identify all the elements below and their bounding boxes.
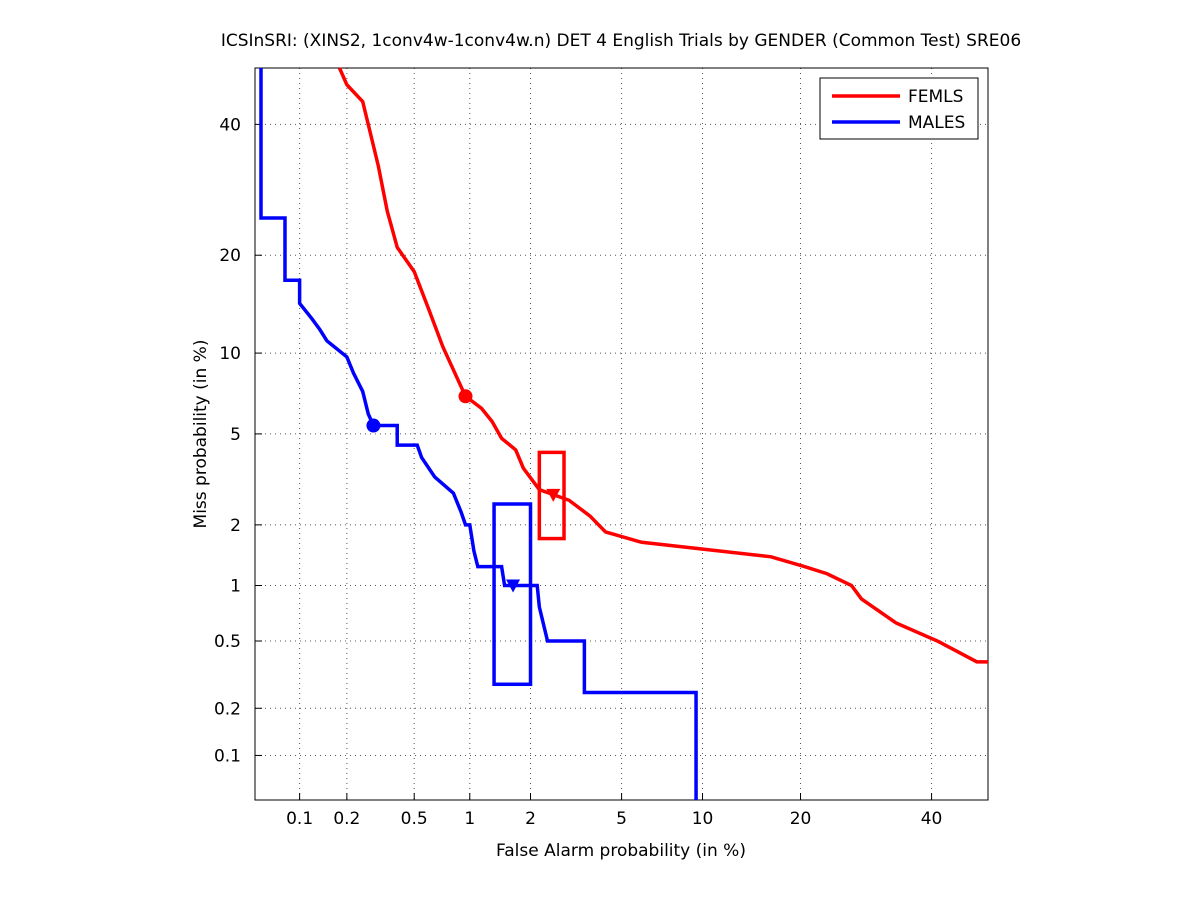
x-axis-label: False Alarm probability (in %) — [496, 841, 746, 861]
legend-label: FEMLS — [908, 87, 963, 107]
x-tick-label: 0.1 — [286, 809, 313, 829]
y-tick-label: 20 — [219, 246, 241, 266]
chart-title: ICSInSRI: (XINS2, 1conv4w-1conv4w.n) DET… — [221, 31, 1021, 51]
legend-box — [819, 77, 979, 140]
y-tick-label: 5 — [230, 425, 241, 445]
confidence-box — [537, 450, 566, 541]
legend-label: MALES — [908, 113, 965, 133]
y-tick-label: 2 — [230, 516, 241, 536]
x-tick-label: 1 — [464, 809, 475, 829]
min-dcf-marker — [366, 418, 381, 433]
x-tick-label: 0.2 — [333, 809, 360, 829]
y-tick-label: 1 — [230, 577, 241, 597]
min-dcf-marker — [458, 389, 473, 404]
confidence-box — [492, 502, 533, 687]
x-tick-label: 2 — [525, 809, 536, 829]
plot-frame — [254, 67, 989, 801]
x-tick-label: 0.5 — [401, 809, 428, 829]
det-curve — [259, 68, 698, 800]
y-tick-label: 0.5 — [214, 632, 241, 652]
x-tick-label: 10 — [692, 809, 714, 829]
x-tick-label: 5 — [616, 809, 627, 829]
y-tick-label: 40 — [219, 115, 241, 135]
x-tick-label: 40 — [921, 809, 943, 829]
det-curve — [337, 67, 988, 664]
act-dcf-marker — [506, 579, 521, 593]
y-axis-label: Miss probability (in %) — [191, 340, 211, 529]
y-tick-label: 0.1 — [214, 746, 241, 766]
y-tick-label: 10 — [219, 344, 241, 364]
y-tick-label: 0.2 — [214, 699, 241, 719]
x-tick-label: 20 — [790, 809, 812, 829]
act-dcf-marker — [546, 488, 561, 502]
